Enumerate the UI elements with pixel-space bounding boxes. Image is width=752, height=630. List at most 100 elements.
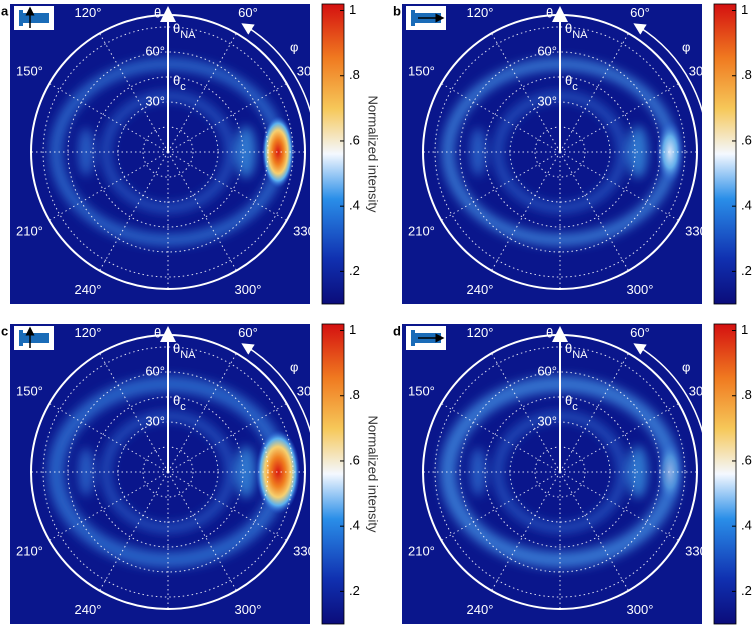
azimuth-label: 150° [16, 63, 43, 78]
polar-spoke [49, 83, 169, 153]
phi-label: φ [682, 39, 690, 54]
polar-spoke [441, 83, 561, 153]
azimuth-label: 120° [467, 325, 494, 340]
azimuth-label: 240° [467, 602, 494, 617]
azimuth-label: 30° [689, 383, 709, 398]
polar-spoke [491, 151, 561, 271]
theta-na-label-subscript: NA [180, 349, 196, 361]
colorbar-tick-label: .4 [349, 198, 360, 213]
intensity-image [402, 324, 702, 624]
azimuth-label: 240° [75, 602, 102, 617]
polar-spoke [559, 403, 679, 473]
colorbar-tick-label: .8 [741, 387, 752, 402]
hot-spot [656, 440, 684, 504]
azimuth-label: 30° [297, 63, 317, 78]
azimuth-label: 330° [685, 223, 712, 238]
colorbar-tick-label: 1 [741, 2, 748, 17]
polar-spoke [441, 403, 561, 473]
colorbar-tick-label: .8 [741, 67, 752, 82]
colorbar-tick-label: .2 [741, 583, 752, 598]
colorbar-tick-label: .4 [741, 198, 752, 213]
theta-label: θ [154, 5, 161, 20]
theta-na-label-subscript: NA [180, 29, 196, 41]
inset-bar [19, 10, 23, 26]
panel-label: d [393, 323, 401, 338]
azimuth-label: 240° [467, 282, 494, 297]
polar-spoke [99, 151, 169, 271]
panel-label: a [1, 3, 9, 18]
theta-c-label-symbol: θ [565, 73, 572, 88]
polar-tick-label: 30° [537, 93, 557, 108]
polar-spoke [99, 33, 169, 153]
polar-tick-label: 60° [145, 363, 165, 378]
polar-ring [92, 76, 244, 228]
azimuth-label: 60° [630, 5, 650, 20]
theta-c-label: θc [173, 73, 186, 92]
azimuth-label: 120° [75, 5, 102, 20]
theta-c-label: θc [173, 393, 186, 412]
polar-spoke [559, 151, 629, 271]
phi-label: φ [290, 359, 298, 374]
polar-spoke [441, 151, 561, 221]
inset-bar [411, 10, 415, 26]
polar-ring [434, 26, 686, 278]
hot-spot [656, 120, 684, 184]
azimuth-label: 120° [75, 325, 102, 340]
polar-tick-label: 30° [145, 413, 165, 428]
phi-label: φ [290, 39, 298, 54]
theta-na-label: θNA [173, 341, 196, 360]
phi-arc [241, 343, 317, 478]
colorbar-tick-label: .6 [349, 132, 360, 147]
theta-c-label-symbol: θ [173, 393, 180, 408]
polar-spoke [167, 83, 287, 153]
polar-spoke [99, 471, 169, 591]
theta-na-label-symbol: θ [565, 21, 572, 36]
polar-spoke [559, 471, 679, 541]
azimuth-label: 210° [16, 223, 43, 238]
colorbar-tick-label: .8 [349, 67, 360, 82]
polar-spoke [559, 151, 679, 221]
azimuth-label: 330° [293, 543, 320, 558]
polar-spoke [49, 471, 169, 541]
polar-tick-label: 30° [145, 93, 165, 108]
inset-bar [19, 330, 23, 346]
panel-label: b [393, 3, 401, 18]
colorbar [321, 3, 345, 305]
polar-spoke [167, 471, 237, 591]
azimuth-label: 210° [16, 543, 43, 558]
azimuth-label: 150° [408, 383, 435, 398]
azimuth-label: 30° [297, 383, 317, 398]
azimuth-label: 60° [238, 325, 258, 340]
polar-tick-label: 30° [537, 413, 557, 428]
azimuth-label: 120° [467, 5, 494, 20]
azimuth-label: 300° [627, 282, 654, 297]
polar-spoke [167, 403, 287, 473]
hot-spot [262, 116, 294, 188]
theta-na-label: θNA [565, 21, 588, 40]
azimuth-label: 240° [75, 282, 102, 297]
azimuth-label: 300° [235, 282, 262, 297]
panel-label: c [1, 323, 8, 338]
polar-spoke [49, 403, 169, 473]
azimuth-label: 210° [408, 223, 435, 238]
phi-label: φ [682, 359, 690, 374]
polar-spoke [559, 471, 629, 591]
inset-bar [19, 333, 49, 343]
polar-ring [92, 396, 244, 548]
inset-bar [411, 330, 415, 346]
polar-tick-label: 60° [145, 43, 165, 58]
theta-c-label: θc [565, 73, 578, 92]
colorbar [713, 323, 737, 625]
polar-spoke [491, 471, 561, 591]
theta-c-label-subscript: c [572, 401, 578, 413]
polar-spoke [167, 33, 237, 153]
colorbar-tick-label: 1 [349, 322, 356, 337]
colorbar [713, 3, 737, 305]
azimuth-label: 330° [685, 543, 712, 558]
theta-c-label-symbol: θ [173, 73, 180, 88]
polar-tick-label: 60° [537, 43, 557, 58]
polar-spoke [167, 151, 287, 221]
azimuth-label: 300° [627, 602, 654, 617]
